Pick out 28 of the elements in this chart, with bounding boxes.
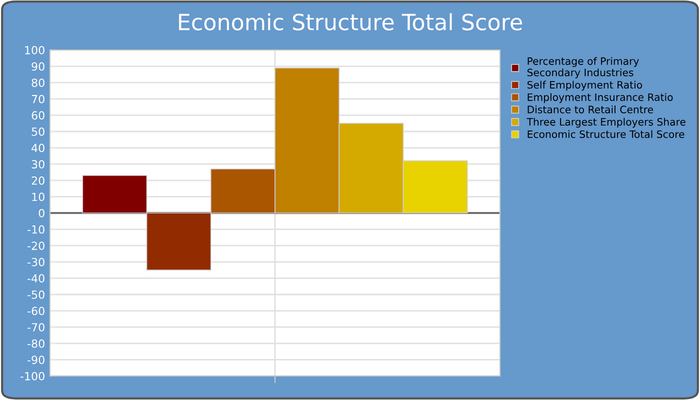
y-tick-label: -100	[20, 372, 44, 380]
y-tick-label: -70	[28, 323, 44, 332]
legend-label: Economic Structure Total Score	[528, 130, 684, 138]
y-tick-label: 90	[32, 62, 44, 71]
legend-label: Employment Insurance Ratio	[528, 93, 673, 103]
y-tick-label: -10	[28, 225, 44, 234]
y-tick-label: 30	[32, 160, 44, 168]
y-tick-label: -50	[28, 290, 44, 299]
y-tick-label: -30	[28, 258, 44, 266]
legend-label: Percentage of Primary Secondary Industries	[527, 57, 639, 78]
y-tick-label: -80	[28, 339, 44, 348]
y-tick-label: 40	[32, 144, 44, 152]
y-tick-label: 0	[38, 208, 44, 218]
y-tick-label: 20	[32, 176, 44, 185]
y-tick-label: -90	[28, 356, 44, 364]
y-tick-label: 60	[32, 111, 44, 120]
chart-title: Economic Structure Total Score	[179, 13, 522, 30]
y-tick-label: -60	[28, 306, 44, 316]
y-tick-label: 70	[32, 94, 44, 104]
y-tick-label: 10	[32, 192, 44, 202]
legend-label: Self Employment Ratio	[527, 80, 642, 91]
y-tick-label: 50	[32, 127, 44, 136]
legend-label: Distance to Retail Centre	[528, 105, 653, 114]
y-tick-label: -40	[28, 274, 44, 283]
y-tick-label: -20	[28, 242, 44, 250]
y-tick-label: 100	[25, 46, 44, 54]
y-tick-label: 80	[32, 78, 44, 87]
legend-label: Three Largest Employers Share	[526, 118, 686, 128]
